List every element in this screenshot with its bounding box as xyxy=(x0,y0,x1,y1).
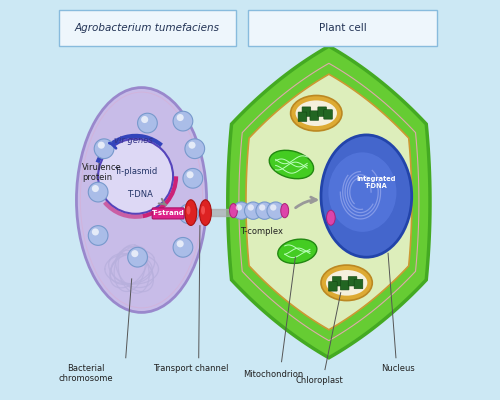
Text: Transport channel: Transport channel xyxy=(153,364,228,373)
Circle shape xyxy=(173,238,193,257)
FancyBboxPatch shape xyxy=(310,111,318,120)
Circle shape xyxy=(267,202,284,219)
Polygon shape xyxy=(228,46,430,358)
Circle shape xyxy=(185,139,204,158)
Ellipse shape xyxy=(321,265,372,300)
Circle shape xyxy=(182,207,190,214)
Text: vir genes: vir genes xyxy=(114,136,153,145)
Ellipse shape xyxy=(278,239,317,264)
Circle shape xyxy=(179,204,199,224)
Circle shape xyxy=(183,168,203,188)
FancyBboxPatch shape xyxy=(354,279,363,289)
Circle shape xyxy=(88,182,108,202)
Ellipse shape xyxy=(186,206,190,214)
Circle shape xyxy=(244,202,262,219)
Ellipse shape xyxy=(326,210,335,225)
FancyBboxPatch shape xyxy=(298,112,307,122)
FancyBboxPatch shape xyxy=(348,276,357,286)
Ellipse shape xyxy=(230,204,237,218)
Text: T-DNA: T-DNA xyxy=(126,190,152,198)
Ellipse shape xyxy=(76,88,206,312)
Ellipse shape xyxy=(326,270,368,296)
Text: Integrated
T-DNA: Integrated T-DNA xyxy=(356,176,396,189)
FancyBboxPatch shape xyxy=(58,10,236,46)
Circle shape xyxy=(270,204,276,211)
Ellipse shape xyxy=(269,150,314,179)
FancyBboxPatch shape xyxy=(318,107,326,116)
Circle shape xyxy=(128,247,148,267)
Ellipse shape xyxy=(185,200,197,226)
Ellipse shape xyxy=(290,96,342,131)
Circle shape xyxy=(94,139,114,158)
FancyBboxPatch shape xyxy=(332,276,341,286)
Circle shape xyxy=(232,202,250,219)
Circle shape xyxy=(132,250,138,257)
Circle shape xyxy=(256,202,274,219)
Text: T-complex: T-complex xyxy=(240,227,284,236)
Polygon shape xyxy=(246,74,412,330)
Circle shape xyxy=(248,204,254,211)
Text: Plant cell: Plant cell xyxy=(319,23,366,33)
Circle shape xyxy=(141,116,148,123)
FancyBboxPatch shape xyxy=(302,107,310,116)
FancyBboxPatch shape xyxy=(324,110,332,119)
Circle shape xyxy=(98,142,105,149)
Circle shape xyxy=(92,185,99,192)
FancyBboxPatch shape xyxy=(248,10,438,46)
FancyBboxPatch shape xyxy=(328,282,337,291)
Text: Ti-plasmid: Ti-plasmid xyxy=(114,167,157,176)
Text: T-strand: T-strand xyxy=(152,210,185,216)
Circle shape xyxy=(176,240,184,247)
Ellipse shape xyxy=(321,135,412,257)
Circle shape xyxy=(92,228,99,236)
Text: Chloroplast: Chloroplast xyxy=(295,376,343,384)
FancyBboxPatch shape xyxy=(152,208,184,219)
Text: Bacterial
chromosome: Bacterial chromosome xyxy=(59,364,114,383)
Ellipse shape xyxy=(201,206,205,214)
Circle shape xyxy=(173,111,193,131)
Ellipse shape xyxy=(281,204,288,218)
Circle shape xyxy=(188,142,196,149)
Text: Nucleus: Nucleus xyxy=(381,364,415,373)
Circle shape xyxy=(236,204,242,211)
Circle shape xyxy=(259,204,266,211)
Circle shape xyxy=(88,226,108,245)
Text: Mitochondrion: Mitochondrion xyxy=(244,370,304,379)
Circle shape xyxy=(186,171,194,178)
Ellipse shape xyxy=(200,200,211,226)
Ellipse shape xyxy=(328,152,396,232)
Ellipse shape xyxy=(296,100,337,126)
Text: Agrobacterium tumefaciens: Agrobacterium tumefaciens xyxy=(75,23,220,33)
Text: Virulence
protein: Virulence protein xyxy=(82,163,122,182)
Circle shape xyxy=(138,113,158,133)
Circle shape xyxy=(176,114,184,121)
Circle shape xyxy=(98,139,173,214)
FancyBboxPatch shape xyxy=(340,280,349,290)
